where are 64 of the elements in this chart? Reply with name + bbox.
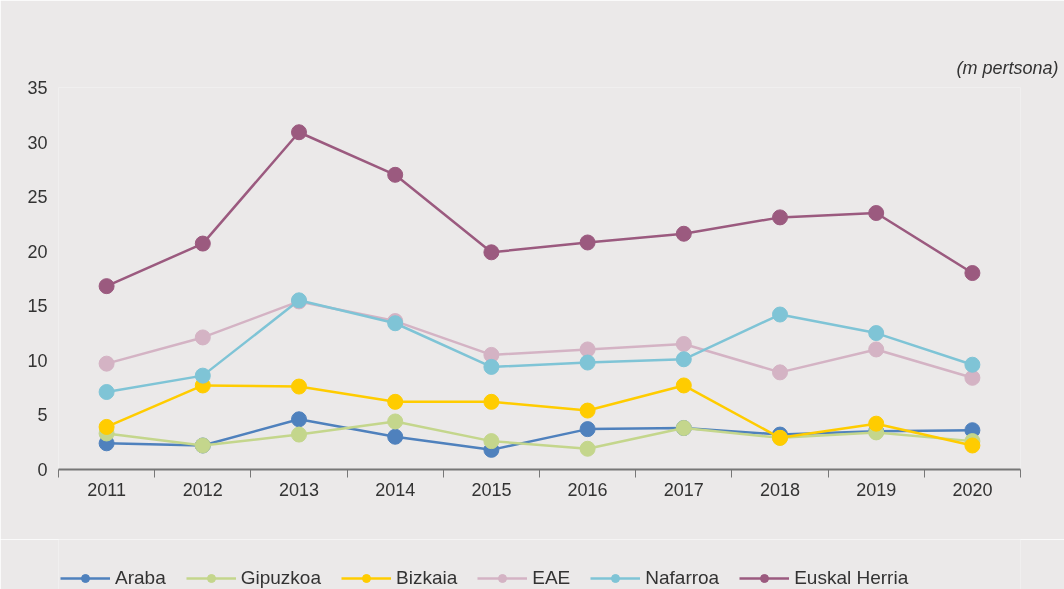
point (194, 235, 211, 252)
x-tick-label: 2016 (567, 479, 608, 500)
x-tick-label: 2012 (182, 479, 223, 500)
point (291, 411, 307, 428)
x-tick-label: 2020 (952, 479, 993, 500)
point (675, 351, 692, 368)
point (675, 377, 692, 394)
y-tick-label: 15 (27, 296, 48, 317)
point (579, 354, 596, 371)
point (387, 393, 404, 410)
point (483, 393, 500, 410)
y-tick-label: 20 (27, 241, 48, 262)
point (579, 421, 596, 438)
y-tick-label: 5 (37, 405, 48, 426)
point (98, 278, 115, 295)
y-tick-label: 10 (27, 350, 48, 371)
point (291, 378, 307, 395)
legend-label: Bizkaia (395, 567, 458, 589)
point (579, 402, 596, 419)
point (964, 437, 981, 454)
point (291, 426, 307, 443)
point (964, 265, 981, 282)
point (387, 428, 404, 445)
legend-label: Euskal Herria (794, 567, 909, 589)
point (675, 225, 692, 242)
point (483, 433, 500, 450)
point (98, 418, 115, 435)
y-tick-label: 25 (27, 187, 48, 208)
text: (m pertsona) (956, 57, 1059, 78)
point (194, 367, 211, 384)
point (194, 329, 211, 346)
legend-label: EAE (532, 567, 571, 589)
point (579, 234, 596, 251)
x-tick-label: 2013 (278, 479, 320, 500)
point (675, 336, 692, 352)
legend-label: Araba (115, 567, 166, 589)
point (98, 355, 115, 372)
legend-label: Nafarroa (645, 567, 720, 589)
point (772, 306, 788, 323)
point (868, 415, 885, 432)
point (868, 325, 885, 342)
point (483, 358, 500, 375)
x-tick-label: 2014 (375, 479, 416, 500)
point (772, 364, 788, 381)
point (579, 341, 596, 358)
x-tick-label: 2017 (663, 479, 704, 500)
point (868, 341, 885, 358)
point (387, 166, 404, 183)
point (291, 124, 307, 141)
x-tick-label: 2015 (471, 479, 512, 500)
point (579, 440, 596, 457)
x-tick-label: 2019 (856, 479, 897, 500)
legend-label: Gipuzkoa (240, 567, 321, 589)
point (98, 384, 115, 400)
point (964, 356, 981, 373)
y-tick-label: 30 (27, 132, 48, 153)
x-tick-label: 2018 (759, 479, 801, 500)
y-tick-label: 35 (27, 78, 48, 98)
point (483, 244, 500, 261)
x-tick-label: 2011 (87, 479, 126, 500)
point (387, 413, 404, 430)
y-tick-label: 0 (37, 460, 48, 480)
point (772, 209, 788, 226)
point (868, 205, 885, 221)
